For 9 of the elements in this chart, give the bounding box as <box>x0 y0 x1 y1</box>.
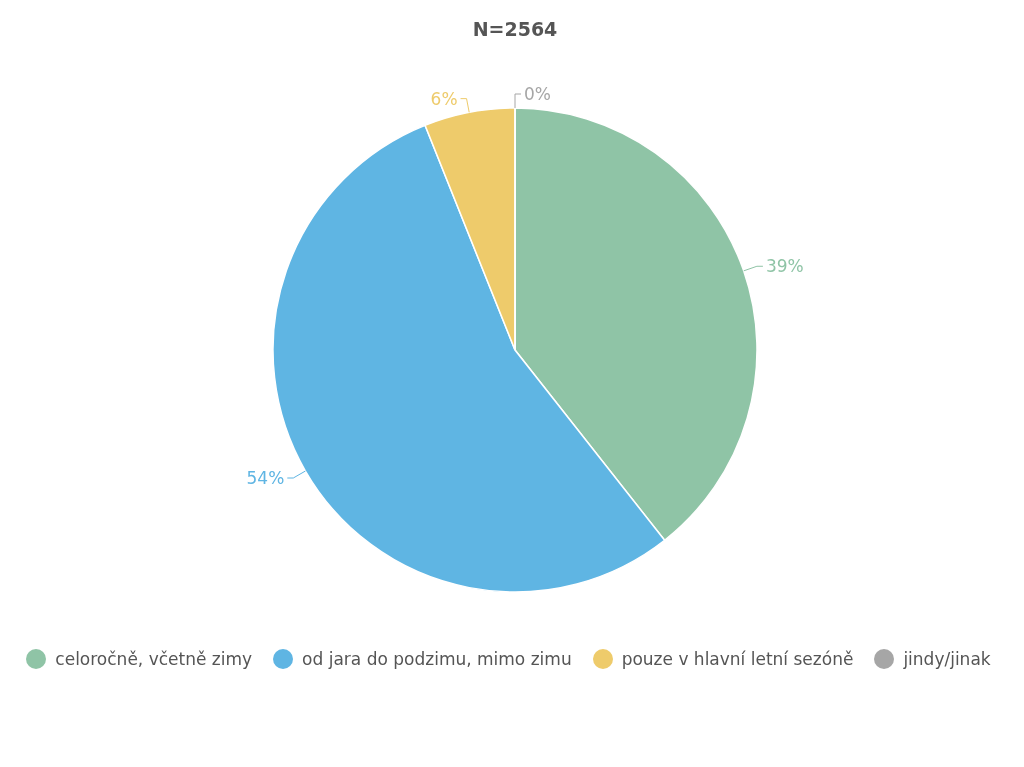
legend-label: celoročně, včetně zimy <box>55 649 253 669</box>
legend-label: pouze v hlavní letní sezóně <box>621 649 854 669</box>
data-label: 39% <box>765 256 804 277</box>
legend-label: od jara do podzimu, mimo zimu <box>302 649 572 669</box>
legend-label: jindy/jinak <box>903 649 991 669</box>
data-label: 6% <box>430 88 458 109</box>
data-label: 54% <box>246 467 285 488</box>
chart-title: N=2564 <box>472 18 558 40</box>
text: 0% <box>524 83 551 104</box>
